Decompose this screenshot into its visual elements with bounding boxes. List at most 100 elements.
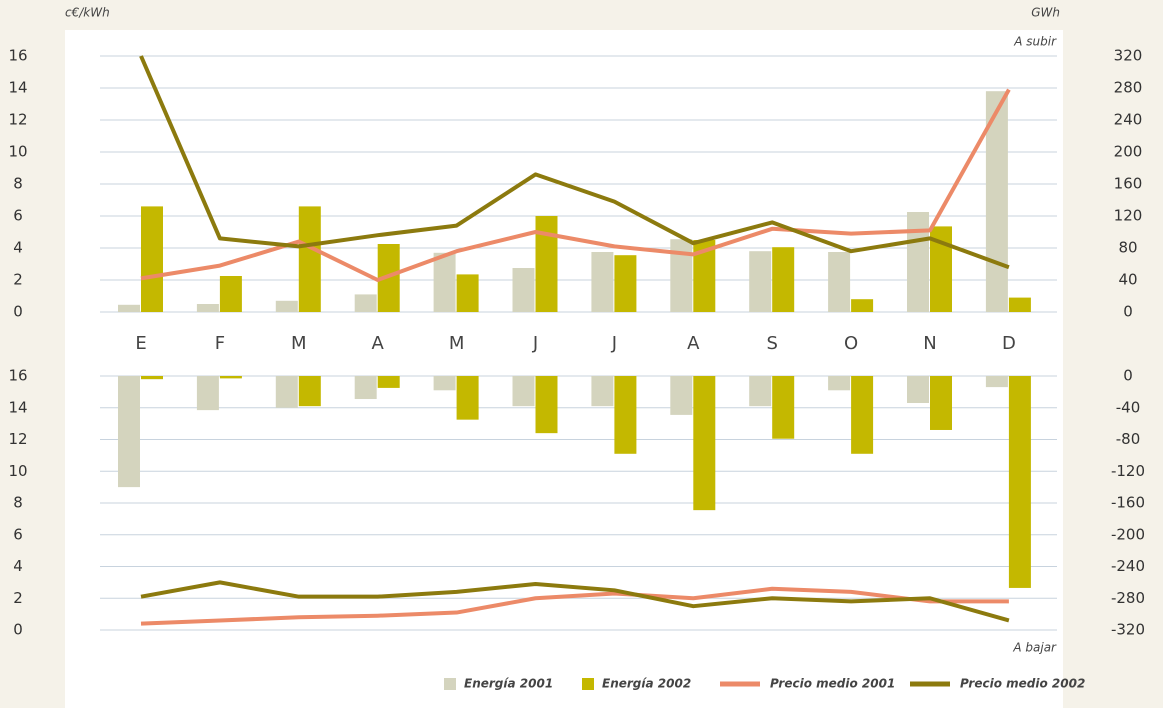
- y2-tick-label: -320: [1111, 621, 1145, 639]
- bar: [456, 274, 479, 312]
- x-tick-label: M: [449, 333, 465, 354]
- x-tick-label: F: [215, 333, 225, 354]
- y-tick-label: 0: [13, 621, 23, 639]
- y-tick-label: 16: [8, 367, 27, 385]
- y-tick-label: 4: [13, 557, 23, 575]
- bar: [670, 376, 693, 415]
- bar: [851, 299, 874, 312]
- legend-label: Energía 2002: [602, 677, 691, 691]
- bar: [851, 376, 874, 454]
- line: [140, 580, 1010, 623]
- line: [139, 55, 1010, 270]
- bar: [591, 376, 614, 407]
- y2-tick-label: 0: [1123, 367, 1133, 385]
- y2-tick-label: 80: [1118, 239, 1137, 257]
- x-tick-label: A: [372, 333, 385, 354]
- legend-label: Precio medio 2001: [770, 677, 895, 691]
- bar: [930, 376, 952, 430]
- bar: [219, 376, 242, 379]
- bar: [535, 376, 558, 434]
- bar: [141, 376, 163, 380]
- x-tick-label: M: [291, 333, 307, 354]
- x-tick-label: N: [923, 333, 936, 354]
- bar: [354, 294, 377, 312]
- y-tick-label: 2: [13, 589, 23, 607]
- bar: [930, 226, 952, 312]
- y2-tick-label: -280: [1111, 589, 1145, 607]
- bar: [614, 255, 637, 312]
- bar: [377, 376, 400, 388]
- y-tick-label: 10: [8, 462, 27, 480]
- legend-swatch: [444, 678, 456, 690]
- x-tick-label: A: [687, 333, 700, 354]
- y2-tick-label: 320: [1114, 47, 1143, 65]
- bar: [772, 376, 795, 439]
- bar: [591, 252, 614, 312]
- bar: [985, 91, 1008, 312]
- y2-tick-label: 40: [1118, 271, 1137, 289]
- y-tick-label: 2: [13, 271, 23, 289]
- bar: [298, 376, 321, 407]
- line: [140, 586, 1009, 626]
- bar: [512, 376, 535, 407]
- bar: [535, 216, 558, 312]
- bar: [354, 376, 377, 400]
- y2-tick-label: 0: [1123, 303, 1133, 321]
- bar: [512, 268, 535, 312]
- bar: [433, 376, 456, 391]
- plot-panel: [65, 30, 1063, 708]
- y-axis-label: c€/kWh: [65, 6, 110, 20]
- y-tick-label: 8: [13, 494, 23, 512]
- y2-tick-label: 160: [1114, 175, 1143, 193]
- bar: [118, 376, 140, 488]
- bar: [828, 376, 851, 391]
- bar: [828, 252, 851, 312]
- y2-axis-label: GWh: [1031, 6, 1060, 20]
- y2-tick-label: -200: [1111, 525, 1145, 543]
- y2-tick-label: -80: [1116, 430, 1141, 448]
- y-tick-label: 12: [8, 430, 27, 448]
- y-tick-label: 14: [8, 398, 27, 416]
- bar: [749, 376, 772, 407]
- y-tick-label: 0: [13, 303, 23, 321]
- bar: [614, 376, 637, 454]
- y-tick-label: 12: [8, 111, 27, 129]
- bar: [1008, 376, 1031, 588]
- annotation: A bajar: [1012, 641, 1057, 655]
- x-tick-label: J: [611, 333, 617, 354]
- bar: [219, 276, 242, 312]
- bar: [141, 206, 163, 312]
- y-tick-label: 8: [13, 175, 23, 193]
- y-tick-label: 14: [8, 79, 27, 97]
- bar: [693, 376, 716, 511]
- bar: [907, 212, 929, 312]
- x-tick-label: E: [135, 333, 146, 354]
- bar: [985, 376, 1008, 388]
- y2-tick-label: -40: [1116, 398, 1141, 416]
- bar: [433, 252, 456, 312]
- y-tick-label: 4: [13, 239, 23, 257]
- y-tick-label: 6: [13, 207, 23, 225]
- bar: [772, 247, 795, 312]
- y-tick-label: 16: [8, 47, 27, 65]
- y-tick-label: 10: [8, 143, 27, 161]
- y2-tick-label: 280: [1114, 79, 1143, 97]
- y2-tick-label: -160: [1111, 494, 1145, 512]
- bar: [275, 376, 298, 408]
- legend-label: Precio medio 2002: [960, 677, 1085, 691]
- x-tick-label: J: [532, 333, 538, 354]
- y-tick-label: 6: [13, 525, 23, 543]
- y2-tick-label: -120: [1111, 462, 1145, 480]
- bar: [275, 300, 298, 312]
- bar: [298, 206, 321, 312]
- bar: [670, 239, 693, 312]
- bar: [907, 376, 929, 403]
- bar: [749, 251, 772, 312]
- annotation: A subir: [1013, 35, 1057, 49]
- x-tick-label: S: [766, 333, 777, 354]
- bar: [196, 304, 219, 312]
- y2-tick-label: 200: [1114, 143, 1143, 161]
- bar: [1008, 297, 1031, 312]
- x-tick-label: D: [1002, 333, 1016, 354]
- bar: [196, 376, 219, 411]
